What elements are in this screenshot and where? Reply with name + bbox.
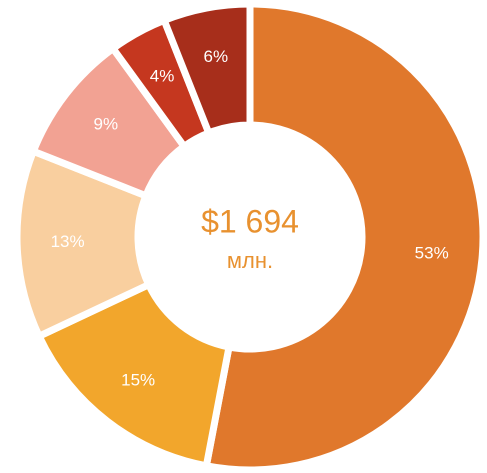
- slice-label: 15%: [121, 371, 155, 390]
- slice-label: 6%: [204, 47, 229, 66]
- slice-label: 13%: [51, 232, 85, 251]
- center-title: $1 694: [201, 203, 299, 239]
- slice-label: 53%: [415, 244, 449, 263]
- slice: [202, 0, 487, 473]
- slice-label: 4%: [150, 67, 175, 86]
- center-subtitle: млн.: [227, 248, 273, 273]
- slice: [159, 0, 254, 138]
- slice-label: 9%: [94, 115, 119, 134]
- slice: [34, 280, 234, 470]
